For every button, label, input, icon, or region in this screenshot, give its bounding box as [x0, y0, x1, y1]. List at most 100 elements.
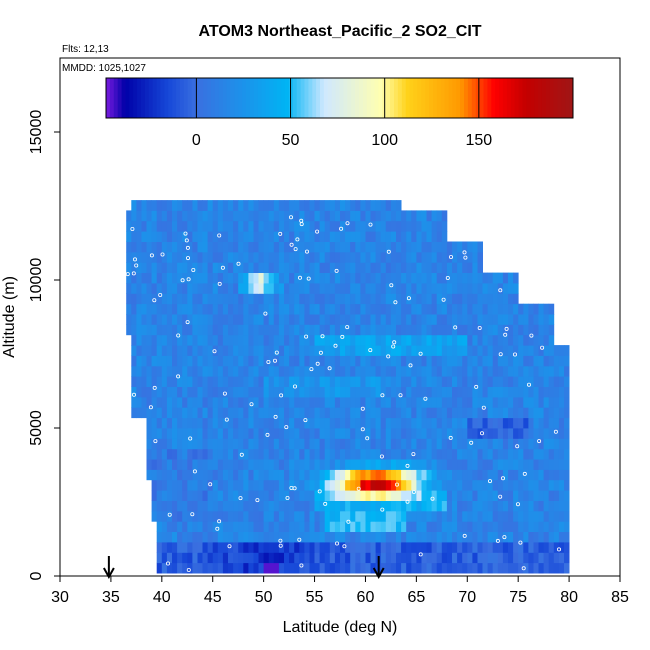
- heatmap-cell: [217, 376, 224, 387]
- heatmap-cell: [314, 407, 320, 419]
- heatmap-cell: [431, 552, 438, 564]
- heatmap-cell: [228, 417, 234, 429]
- heatmap-cell: [370, 428, 376, 439]
- heatmap-cell: [304, 334, 310, 346]
- heatmap-cell: [446, 479, 453, 491]
- heatmap-cell: [294, 510, 300, 522]
- heatmap-cell: [502, 355, 509, 367]
- heatmap-cell: [396, 531, 402, 543]
- heatmap-cell: [273, 210, 280, 222]
- heatmap-cell: [375, 448, 382, 460]
- heatmap-cell: [233, 428, 239, 439]
- heatmap-cell: [528, 428, 534, 439]
- heatmap-cell: [238, 220, 244, 232]
- sample-point: [406, 296, 411, 301]
- heatmap-cell: [207, 262, 214, 273]
- heatmap-cell: [202, 241, 208, 253]
- heatmap-cell: [294, 562, 300, 574]
- heatmap-cell: [472, 521, 478, 532]
- heatmap-cell: [350, 428, 356, 439]
- heatmap-cell: [304, 314, 310, 325]
- heatmap-cell: [360, 272, 366, 284]
- heatmap-cell: [253, 241, 259, 253]
- heatmap-cell: [477, 303, 483, 315]
- heatmap-cell: [528, 324, 534, 336]
- sample-point: [304, 249, 309, 254]
- heatmap-cell: [278, 396, 285, 408]
- sample-point: [481, 405, 486, 410]
- heatmap-cell: [518, 334, 524, 346]
- heatmap-cell: [487, 562, 494, 574]
- heatmap-cell: [187, 262, 193, 273]
- heatmap-cell: [319, 303, 326, 315]
- heatmap-cell: [166, 490, 173, 501]
- heatmap-cell: [172, 251, 178, 263]
- heatmap-cell: [324, 241, 331, 253]
- sample-point: [380, 393, 385, 398]
- heatmap-cell: [467, 531, 473, 543]
- heatmap-cell: [340, 200, 346, 211]
- heatmap-cell: [421, 562, 427, 574]
- heatmap-cell: [508, 376, 514, 387]
- heatmap-cell: [182, 448, 188, 460]
- heatmap-cell: [212, 324, 219, 336]
- heatmap-cell: [487, 324, 494, 336]
- heatmap-cell: [385, 417, 392, 429]
- heatmap-cell: [151, 407, 158, 419]
- heatmap-cell: [406, 283, 412, 294]
- heatmap-cell: [543, 365, 550, 377]
- sample-point: [356, 486, 361, 491]
- heatmap-cell: [192, 552, 198, 564]
- heatmap-cell: [350, 396, 356, 408]
- heatmap-cell: [258, 407, 264, 419]
- heatmap-cell: [436, 521, 443, 532]
- heatmap-cell: [401, 510, 407, 522]
- heatmap-cell: [533, 469, 539, 481]
- heatmap-cell: [426, 417, 432, 429]
- heatmap-cell: [487, 365, 494, 377]
- heatmap-cell: [309, 531, 315, 543]
- heatmap-cell: [238, 396, 244, 408]
- heatmap-cell: [304, 552, 310, 564]
- heatmap-cell: [360, 334, 366, 346]
- heatmap-cell: [523, 365, 529, 377]
- heatmap-cell: [553, 500, 560, 512]
- heatmap-cell: [228, 479, 234, 491]
- heatmap-cell: [299, 521, 305, 532]
- heatmap-cell: [436, 490, 443, 501]
- heatmap-cell: [492, 417, 499, 429]
- heatmap-cell: [564, 479, 570, 491]
- heatmap-cell: [538, 469, 544, 481]
- heatmap-cell: [294, 283, 300, 294]
- heatmap-cell: [187, 334, 193, 346]
- heatmap-cell: [212, 469, 219, 481]
- colorbar-swatch: [133, 78, 138, 118]
- heatmap-cell: [248, 241, 254, 253]
- heatmap-cell: [365, 303, 371, 315]
- heatmap-cell: [533, 334, 539, 346]
- heatmap-cell: [385, 293, 392, 305]
- heatmap-cell: [355, 272, 361, 284]
- heatmap-cell: [299, 552, 305, 564]
- heatmap-cell: [340, 448, 346, 460]
- heatmap-cell: [426, 469, 432, 481]
- heatmap-cell: [334, 500, 341, 512]
- heatmap-cell: [457, 262, 463, 273]
- heatmap-cell: [156, 407, 163, 419]
- heatmap-cell: [518, 386, 524, 398]
- heatmap-cell: [207, 345, 214, 356]
- heatmap-cell: [258, 417, 264, 429]
- heatmap-cell: [411, 365, 417, 377]
- heatmap-cell: [345, 396, 351, 408]
- heatmap-cell: [350, 345, 356, 356]
- colorbar-tick-label: 100: [371, 132, 398, 149]
- heatmap-cell: [441, 272, 448, 284]
- heatmap-cell: [273, 220, 280, 232]
- heatmap-cell: [375, 407, 382, 419]
- heatmap-cell: [365, 345, 371, 356]
- heatmap-cell: [345, 220, 351, 232]
- heatmap-cell: [518, 479, 524, 491]
- heatmap-cell: [156, 365, 163, 377]
- heatmap-cell: [390, 469, 397, 481]
- heatmap-cell: [436, 345, 443, 356]
